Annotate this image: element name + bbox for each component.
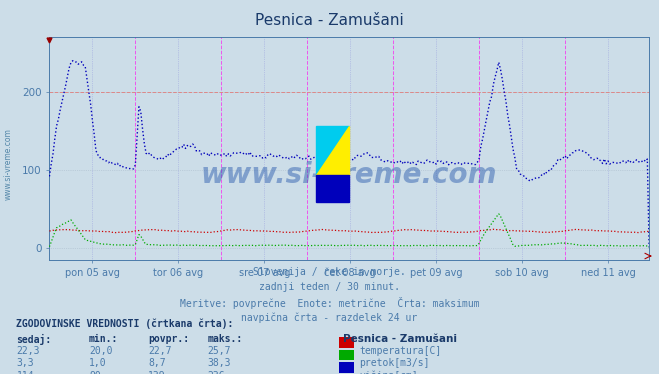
Text: 25,7: 25,7 <box>208 346 231 356</box>
Text: ZGODOVINSKE VREDNOSTI (črtkana črta):: ZGODOVINSKE VREDNOSTI (črtkana črta): <box>16 319 234 329</box>
Text: sedaj:: sedaj: <box>16 334 51 344</box>
Text: Pesnica - Zamušani: Pesnica - Zamušani <box>255 13 404 28</box>
Text: zadnji teden / 30 minut.: zadnji teden / 30 minut. <box>259 282 400 292</box>
Text: pretok[m3/s]: pretok[m3/s] <box>359 358 430 368</box>
Text: min.:: min.: <box>89 334 119 344</box>
Text: 1,0: 1,0 <box>89 358 107 368</box>
Text: Pesnica - Zamušani: Pesnica - Zamušani <box>343 334 457 344</box>
Text: www.si-vreme.com: www.si-vreme.com <box>201 161 498 189</box>
Text: 236: 236 <box>208 371 225 374</box>
Text: 114: 114 <box>16 371 34 374</box>
Text: 8,7: 8,7 <box>148 358 166 368</box>
Text: 22,3: 22,3 <box>16 346 40 356</box>
Text: 38,3: 38,3 <box>208 358 231 368</box>
Polygon shape <box>316 126 349 175</box>
Text: navpična črta - razdelek 24 ur: navpična črta - razdelek 24 ur <box>241 312 418 323</box>
Text: www.si-vreme.com: www.si-vreme.com <box>3 129 13 200</box>
Text: povpr.:: povpr.: <box>148 334 189 344</box>
Text: Slovenija / reke in morje.: Slovenija / reke in morje. <box>253 267 406 278</box>
Text: 90: 90 <box>89 371 101 374</box>
Text: višina[cm]: višina[cm] <box>359 371 418 374</box>
Polygon shape <box>316 126 349 175</box>
Text: maks.:: maks.: <box>208 334 243 344</box>
Text: 139: 139 <box>148 371 166 374</box>
Text: 3,3: 3,3 <box>16 358 34 368</box>
Text: 20,0: 20,0 <box>89 346 113 356</box>
Text: 22,7: 22,7 <box>148 346 172 356</box>
Text: temperatura[C]: temperatura[C] <box>359 346 442 356</box>
Text: Meritve: povprečne  Enote: metrične  Črta: maksimum: Meritve: povprečne Enote: metrične Črta:… <box>180 297 479 309</box>
Bar <box>316 175 349 202</box>
